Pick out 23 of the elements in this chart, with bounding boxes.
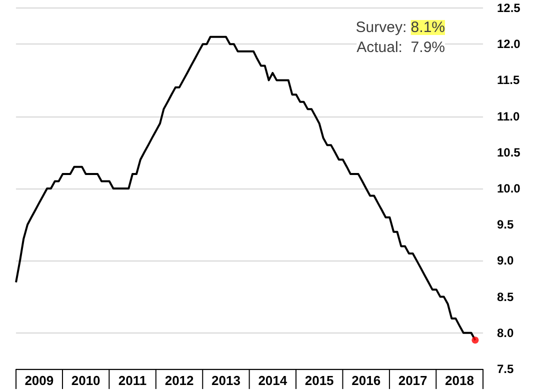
y-tick-label: 9.0	[497, 254, 514, 268]
annotation: Actual: 7.9%	[356, 39, 446, 56]
y-tick-label: 11.0	[497, 109, 520, 124]
x-tick-label: 2010	[71, 373, 100, 388]
y-tick-label: 10.5	[497, 145, 521, 160]
y-tick-label: 11.5	[497, 73, 520, 88]
x-tick-label: 2018	[445, 373, 474, 388]
x-tick-label: 2013	[212, 373, 240, 388]
y-tick-label: 7.5	[497, 362, 514, 376]
x-tick-label: 2017	[398, 373, 428, 388]
x-tick-label: 2014	[258, 373, 288, 388]
x-tick-label: 2015	[304, 373, 334, 388]
x-tick-label: 2016	[352, 373, 381, 388]
y-tick-label: 12.5	[497, 1, 521, 15]
y-tick-label: 12.0	[497, 37, 521, 52]
y-tick-label: 10.0	[497, 182, 521, 196]
y-tick-label: 9.5	[497, 218, 514, 232]
y-tick-label: 8.0	[497, 326, 514, 340]
y-tick-label: 8.5	[497, 290, 514, 304]
x-tick-label: 2009	[24, 373, 54, 388]
annotation: Survey: 8.1%	[356, 19, 446, 36]
x-tick-label: 2012	[164, 373, 194, 388]
x-tick-label: 2011	[118, 373, 147, 388]
